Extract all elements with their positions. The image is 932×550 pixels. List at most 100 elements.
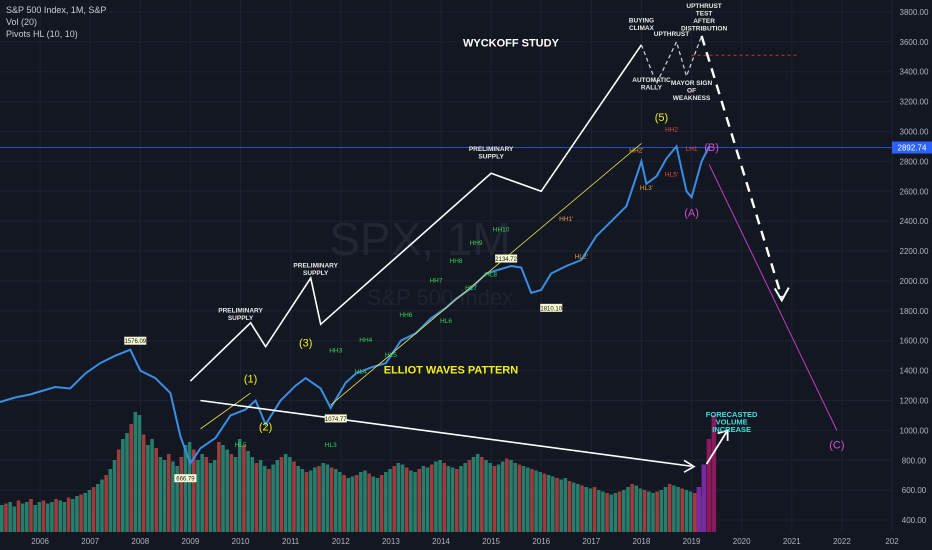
volume-bar [325,464,330,532]
volume-bar [684,490,689,532]
volume-bar [505,458,509,532]
forecast-volume-bar [706,439,712,532]
volume-bar [146,445,150,532]
y-tick-label: 800.00 [902,456,927,465]
pivot-label: HL5 [235,442,247,449]
volume-bar [367,473,371,532]
volume-bar [538,472,543,532]
pivot-label: HL5' [665,171,678,178]
pivot-label: HL3 [325,442,337,449]
y-tick-label: 3400.00 [900,68,929,77]
y-tick-label: 1600.00 [900,337,929,346]
legend-symbol[interactable]: S&P 500 Index, 1M, S&P [6,5,107,15]
automatic-rally-label: RALLY [641,85,663,92]
volume-bar [634,485,639,532]
volume-bar [12,506,17,532]
volume-bar [225,449,229,532]
volume-bar [592,487,597,532]
major-sign-label: WEAKNESS [673,95,711,102]
volume-bar [475,454,480,532]
chart-legend: S&P 500 Index, 1M, S&P Vol (20) Pivots H… [6,4,106,40]
x-tick-label: 2019 [683,537,701,546]
volume-bar [680,488,684,532]
y-tick-label: 2200.00 [900,247,929,256]
volume-bar [133,412,138,532]
volume-bar [229,454,234,532]
watermark-name: S&P 500 Index [367,285,513,310]
volume-bar [129,424,133,532]
volume-bar [667,484,672,532]
volume-bar [484,460,488,532]
y-tick-label: 1800.00 [900,307,929,316]
volume-bar [308,470,313,532]
volume-bar [54,499,58,532]
wave-b-label: (B) [704,142,719,154]
buying-climax-label: BUYING [629,17,654,24]
major-sign-label: OF [687,88,696,95]
pivot-label: HL3' [640,185,653,192]
volume-bar [217,442,221,532]
legend-volume[interactable]: Vol (20) [6,17,38,27]
wyckoff-title: WYCKOFF STUDY [463,37,560,49]
x-tick-label: 2015 [482,537,500,546]
volume-bar [221,445,225,532]
x-tick-label: 2013 [382,537,400,546]
pivot-label: HH8 [450,258,463,265]
volume-bar [621,490,626,532]
volume-bar [546,475,551,532]
volume-bar [413,472,417,532]
volume-bar [288,457,292,532]
volume-bar [450,467,455,532]
pivot-label: HL2' [575,254,588,261]
volume-bar [563,478,568,532]
forecast-volume-bar [711,415,717,532]
pivot-price-label: 2134.72 [495,257,517,263]
pivot-label: HH2' [629,147,643,154]
volume-bar [642,490,647,532]
upthrust-test-label: AFTER [693,18,715,25]
x-tick-label: 2020 [733,537,751,546]
volume-bar [400,464,405,532]
volume-bar [676,487,680,532]
volume-bar [617,491,622,532]
volume-bar [630,484,634,532]
forecast-volume-label: VOLUME [716,417,748,426]
y-tick-label: 3200.00 [900,98,929,107]
prelim-supply-label-2: PRELIMINARY [293,262,338,269]
x-tick-label: 2010 [232,537,250,546]
x-tick-label: 2012 [332,537,350,546]
volume-bar [530,469,534,532]
volume-bar [237,439,242,532]
pivot-label: HH2 [665,127,678,134]
watermark-symbol: SPX, 1M [329,213,511,265]
volume-bar [200,454,204,532]
volume-bar [663,487,668,532]
y-tick-label: 1000.00 [900,426,929,435]
forecast-volume-arrow [705,431,728,465]
volume-bar [162,460,167,532]
volume-bar [116,449,121,532]
volume-bar [271,464,275,532]
pivot-price-label: 1810.10 [540,306,562,312]
volume-bar [175,466,179,532]
volume-bar [100,479,104,532]
volume-bar [91,487,96,532]
volume-bar [358,472,363,532]
pivot-label: HH3 [329,348,342,355]
volume-bar [613,493,618,532]
wave-a-label: (A) [684,208,699,220]
volume-bar [404,467,409,532]
volume-bar [388,469,392,532]
legend-pivots[interactable]: Pivots HL (10, 10) [6,29,78,39]
volume-bar [559,479,563,532]
volume-bar [104,475,108,532]
forecast-volume-bar [696,487,702,532]
wave-c-projection [708,164,838,431]
volume-bar [283,454,288,532]
volume-bar [258,460,263,532]
volume-bar [62,502,67,532]
volume-bar [45,503,50,532]
elliot-title: ELLIOT WAVES PATTERN [384,365,519,377]
volume-bar [70,499,75,532]
